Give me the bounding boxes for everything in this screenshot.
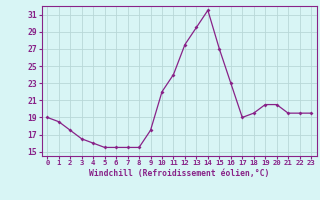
X-axis label: Windchill (Refroidissement éolien,°C): Windchill (Refroidissement éolien,°C) [89, 169, 269, 178]
